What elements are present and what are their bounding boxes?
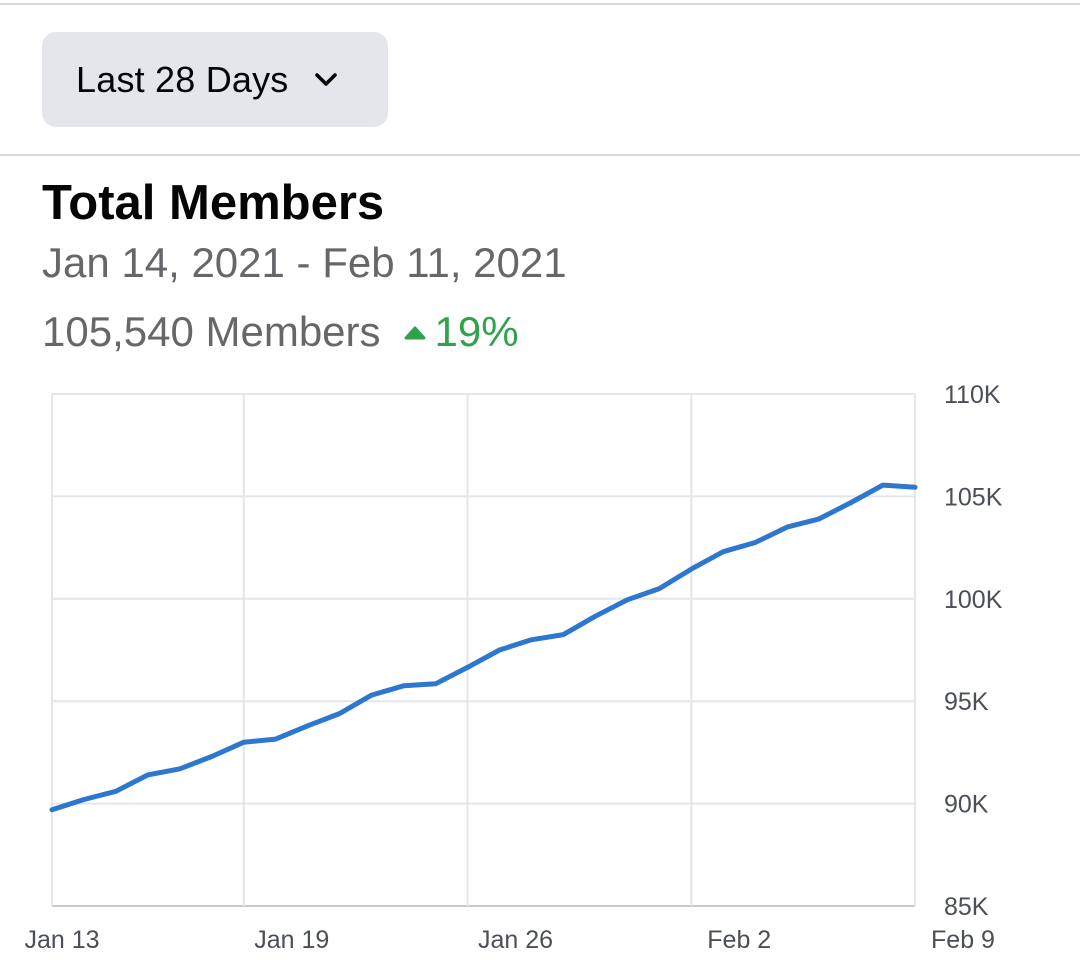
x-tick-label: Jan 19 [254, 926, 329, 954]
section-divider [0, 154, 1080, 156]
members-count: 105,540 Members [42, 308, 381, 355]
members-series-line [49, 482, 918, 813]
date-range-text: Jan 14, 2021 - Feb 11, 2021 [42, 239, 567, 286]
growth-percent: 19% [434, 308, 519, 355]
y-tick-label: 100K [944, 586, 1003, 614]
date-range-dropdown-label: Last 28 Days [76, 58, 289, 100]
y-tick-label: 95K [944, 688, 989, 716]
triangle-up-icon [404, 326, 426, 340]
total-members-chart: 85K 90K 95K 100K 105K 110K Jan 13 Jan 19 Jan 26 F… [24, 381, 1003, 954]
date-range-dropdown[interactable]: Last 28 Days [42, 32, 388, 127]
y-tick-label: 90K [944, 791, 989, 819]
y-tick-label: 85K [944, 893, 989, 921]
growth-change: 19% [403, 307, 519, 357]
members-summary: 105,540 Members 19% [42, 307, 519, 357]
chevron-down-icon [314, 72, 337, 86]
x-tick-label: Feb 2 [707, 926, 771, 954]
top-divider [0, 3, 1080, 5]
x-tick-label: Jan 13 [24, 926, 99, 954]
y-tick-label: 105K [944, 483, 1003, 511]
x-tick-label: Feb 9 [931, 926, 995, 954]
chart-title: Total Members [42, 176, 385, 230]
x-tick-label: Jan 26 [478, 926, 553, 954]
y-tick-label: 110K [944, 381, 1001, 409]
